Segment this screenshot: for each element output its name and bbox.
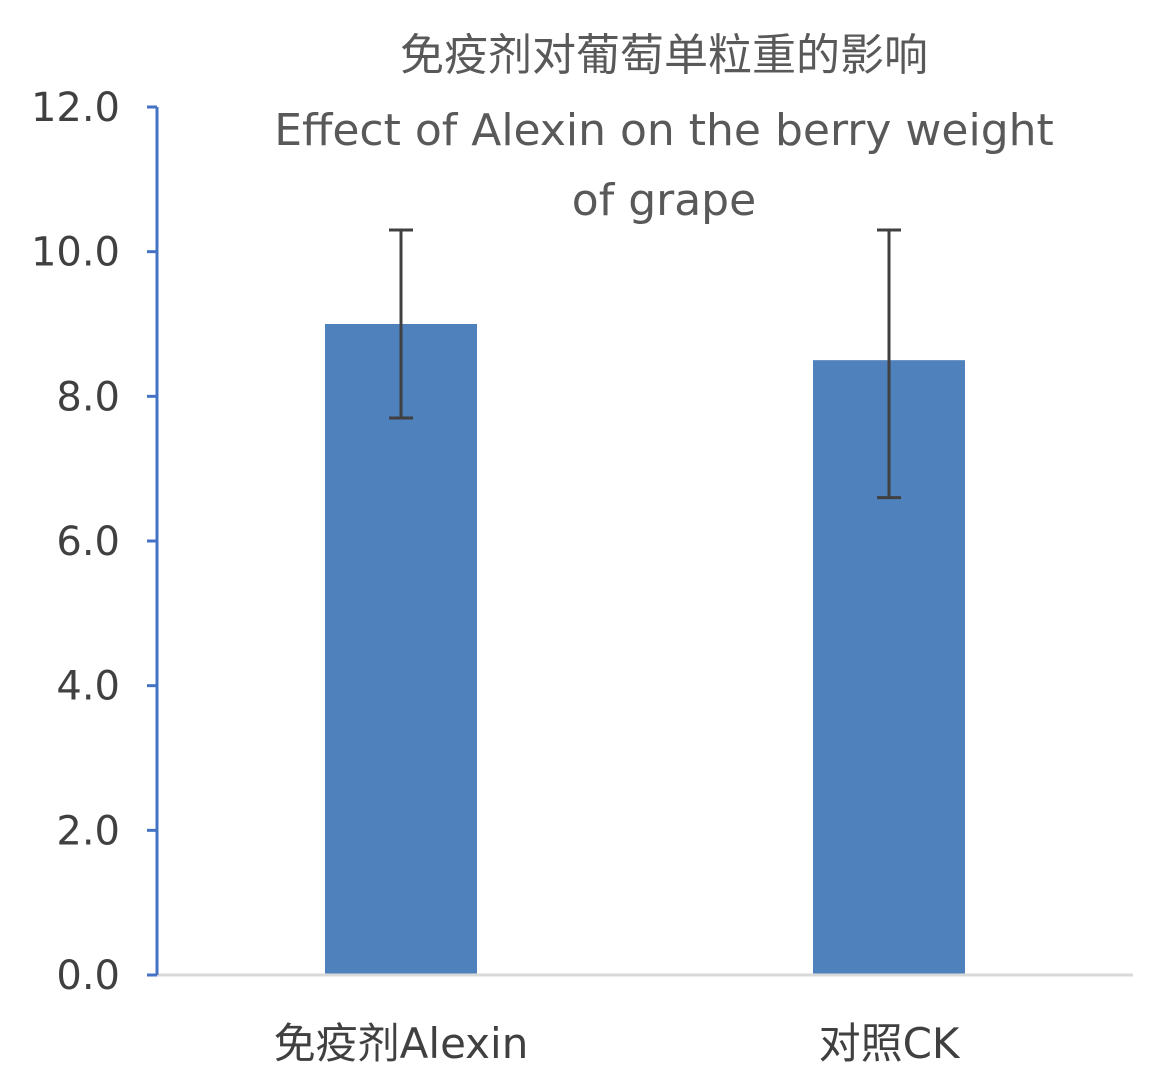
error-bars-layer (389, 228, 901, 500)
y-tick-label-0: 0.0 (56, 953, 120, 999)
y-tick-label-6: 12.0 (31, 85, 120, 131)
y-tick-label-5: 10.0 (31, 230, 120, 276)
chart-title-line-1: 免疫剂对葡萄单粒重的影响 (400, 30, 928, 81)
x-category-labels: 免疫剂Alexin 对照CK (274, 1019, 961, 1068)
bars-layer (325, 324, 965, 976)
y-tick-labels: 0.0 2.0 4.0 6.0 8.0 10.0 12.0 (31, 85, 120, 999)
y-tick-label-4: 8.0 (56, 374, 120, 420)
y-tick-label-2: 4.0 (56, 664, 120, 710)
x-category-label-1: 对照CK (819, 1019, 961, 1068)
x-category-label-0: 免疫剂Alexin (274, 1019, 529, 1068)
y-tick-label-1: 2.0 (56, 808, 120, 854)
y-tick-label-3: 6.0 (56, 519, 120, 565)
axes-layer (147, 105, 1133, 977)
chart-title: 免疫剂对葡萄单粒重的影响 Effect of Alexin on the ber… (274, 30, 1054, 226)
chart-title-line-2: Effect of Alexin on the berry weight (274, 105, 1054, 156)
bar-0 (325, 324, 477, 975)
chart-title-line-3: of grape (572, 175, 756, 226)
